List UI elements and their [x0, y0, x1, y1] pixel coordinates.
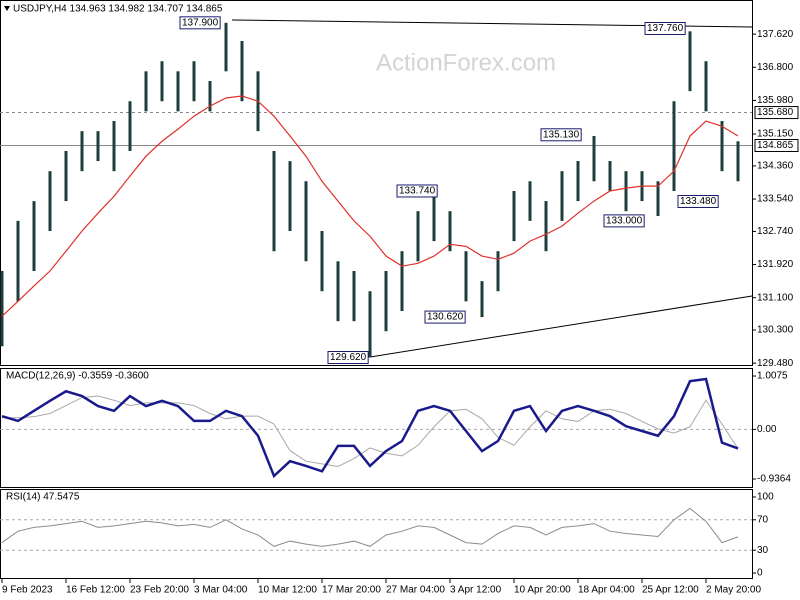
- y-tick-label: 30: [757, 545, 769, 556]
- level-label: 134.865: [757, 140, 794, 151]
- x-tick-label: 18 Apr 04:00: [578, 585, 635, 596]
- level-box: [754, 106, 799, 120]
- y-tick-label: 132.740: [757, 226, 794, 237]
- annotation-box: [644, 21, 686, 35]
- indicator-line: [2, 395, 739, 468]
- annotation-label: 137.760: [647, 23, 684, 34]
- x-tick-label: 2 May 20:00: [706, 585, 761, 596]
- annotation-label: 133.000: [606, 216, 643, 227]
- moving-average: [1, 95, 739, 317]
- x-tick-label: 27 Mar 04:00: [386, 585, 445, 596]
- annotation-label: 130.620: [427, 312, 464, 323]
- macd-title: MACD(12,26,9) -0.3559 -0.3600: [6, 371, 149, 382]
- annotation-box: [327, 351, 369, 365]
- annotation-box: [540, 128, 582, 142]
- price-panel: [0, 0, 753, 366]
- indicator-line: [1, 507, 739, 547]
- y-tick-label: 130.300: [757, 325, 794, 336]
- y-tick-label: 133.540: [757, 194, 794, 205]
- x-tick-label: 10 Mar 12:00: [258, 585, 317, 596]
- y-tick-label: 135.980: [757, 95, 794, 106]
- x-tick-label: 17 Mar 20:00: [322, 585, 381, 596]
- annotation-box: [424, 310, 466, 324]
- y-tick-label: 0: [757, 568, 763, 579]
- y-tick-label: 0.00: [757, 424, 777, 435]
- x-tick-label: 23 Feb 20:00: [130, 585, 189, 596]
- price-annotation: 137.900: [179, 16, 221, 30]
- level-box: [754, 139, 799, 153]
- annotation-box: [179, 16, 221, 30]
- y-tick-label: -0.9364: [757, 474, 791, 485]
- price-annotation: 133.740: [396, 184, 438, 198]
- y-tick-label: 136.800: [757, 62, 794, 73]
- x-tick-label: 25 Apr 12:00: [642, 585, 699, 596]
- annotation-label: 129.620: [330, 352, 367, 363]
- annotation-label: 137.900: [182, 17, 219, 28]
- y-tick-label: 131.100: [757, 292, 794, 303]
- y-tick-label: 135.150: [757, 129, 794, 140]
- y-tick-label: 131.920: [757, 259, 794, 270]
- indicator-line: [1, 377, 739, 479]
- annotation-label: 133.480: [680, 196, 717, 207]
- x-tick-label: 16 Feb 12:00: [66, 585, 125, 596]
- annotation-box: [603, 214, 645, 228]
- y-tick-label: 100: [757, 492, 774, 503]
- menu-arrow: [4, 6, 10, 11]
- y-tick-label: 129.480: [757, 358, 794, 369]
- price-annotation: 130.620: [424, 310, 466, 324]
- trend-line: [369, 295, 753, 358]
- annotation-box: [677, 194, 719, 208]
- annotation-box: [396, 184, 438, 198]
- watermark: ActionForex.com: [376, 49, 556, 76]
- y-tick-label: 137.620: [757, 29, 794, 40]
- x-tick-label: 10 Apr 20:00: [514, 585, 571, 596]
- annotation-label: 135.130: [543, 129, 580, 140]
- price-annotation: 129.620: [327, 351, 369, 365]
- chart-title: USDJPY,H4 134.963 134.982 134.707 134.86…: [13, 4, 223, 15]
- rsi-title: RSI(14) 47.5475: [6, 492, 80, 503]
- price-annotation: 137.760: [644, 21, 686, 35]
- x-tick-label: 3 Mar 04:00: [194, 585, 248, 596]
- x-tick-label: 9 Feb 2023: [2, 585, 53, 596]
- y-tick-label: 70: [757, 514, 769, 525]
- price-annotation: 133.000: [603, 214, 645, 228]
- x-tick-label: 3 Apr 12:00: [450, 585, 502, 596]
- y-tick-label: 134.360: [757, 161, 794, 172]
- price-annotation: 135.130: [540, 128, 582, 142]
- level-label: 135.680: [757, 107, 794, 118]
- annotation-label: 133.740: [399, 186, 436, 197]
- price-annotation: 133.480: [677, 194, 719, 208]
- macd-panel: [0, 368, 753, 488]
- rsi-panel: [0, 489, 753, 579]
- y-tick-label: 1.0075: [757, 371, 788, 382]
